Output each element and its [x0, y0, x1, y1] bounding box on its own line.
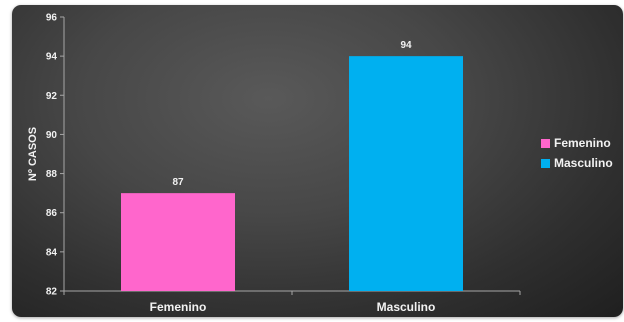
y-tick-label: 92 — [46, 91, 58, 102]
y-tick-label: 90 — [46, 130, 58, 141]
category-label-femenino: Femenino — [150, 300, 207, 314]
data-labels-group: 87 94 — [172, 40, 412, 188]
category-labels-group: Femenino Masculino — [150, 300, 436, 314]
legend-label-masculino: Masculino — [554, 156, 613, 170]
bars-group — [121, 56, 463, 292]
bar-femenino — [121, 193, 235, 291]
data-label-masculino: 94 — [400, 40, 412, 51]
bar-masculino — [349, 56, 463, 292]
y-tick-label: 84 — [46, 247, 58, 258]
legend-swatch-masculino — [541, 159, 550, 168]
legend-label-femenino: Femenino — [554, 136, 611, 150]
data-label-femenino: 87 — [172, 177, 184, 188]
y-tick-label: 82 — [46, 287, 58, 298]
chart-frame: 82 84 86 88 90 92 94 96 87 94 Femenino Masculino … — [12, 5, 623, 317]
y-tick-label: 94 — [46, 52, 58, 63]
y-axis-ticks: 82 84 86 88 90 92 94 96 — [46, 13, 521, 298]
y-tick-label: 96 — [46, 13, 58, 24]
y-tick-label: 86 — [46, 208, 58, 219]
legend: Femenino Masculino — [541, 136, 613, 170]
y-axis-title: Nº CASOS — [27, 127, 39, 181]
legend-swatch-femenino — [541, 139, 550, 148]
category-label-masculino: Masculino — [377, 300, 436, 314]
y-tick-label: 88 — [46, 169, 58, 180]
